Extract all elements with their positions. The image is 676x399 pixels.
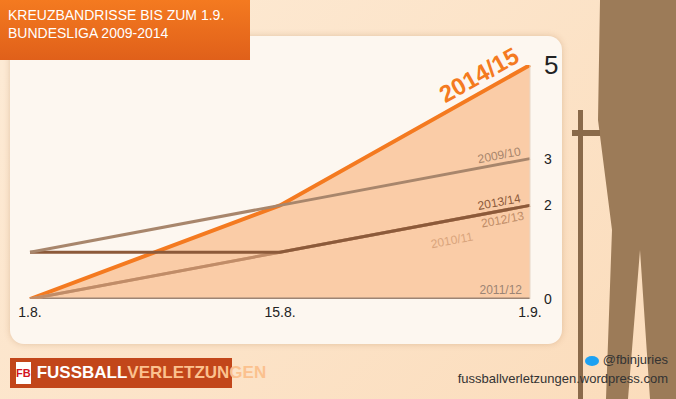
svg-text:2014/15: 2014/15 <box>434 42 523 108</box>
svg-text:15.8.: 15.8. <box>264 304 295 320</box>
svg-text:3: 3 <box>544 151 552 167</box>
svg-text:2009/10: 2009/10 <box>477 144 523 166</box>
svg-text:1.9.: 1.9. <box>518 304 541 320</box>
html-text:KREUZBANDRISSE BIS ZUM 1.9.: KREUZBANDRISSE BIS ZUM 1.9. <box>8 7 225 23</box>
html-text:fussballverletzungen.wordpress: fussballverletzungen.wordpress.com <box>457 371 668 386</box>
html-text:@fbinjuries: @fbinjuries <box>602 352 668 367</box>
svg-text:5: 5 <box>544 50 558 80</box>
svg-text:2012/13: 2012/13 <box>480 209 526 231</box>
svg-text:2010/11: 2010/11 <box>430 230 475 252</box>
svg-text:1.8.: 1.8. <box>18 304 41 320</box>
html-text:FB FUSSBALL VERLETZUNGEN: FB FUSSBALL VERLETZUNGEN <box>16 363 267 382</box>
svg-text:2011/12: 2011/12 <box>480 283 523 297</box>
svg-text:2013/14: 2013/14 <box>477 191 523 213</box>
svg-text:2: 2 <box>544 197 552 213</box>
html-text:BUNDESLIGA 2009-2014: BUNDESLIGA 2009-2014 <box>8 25 169 41</box>
svg-text:0: 0 <box>544 291 552 307</box>
